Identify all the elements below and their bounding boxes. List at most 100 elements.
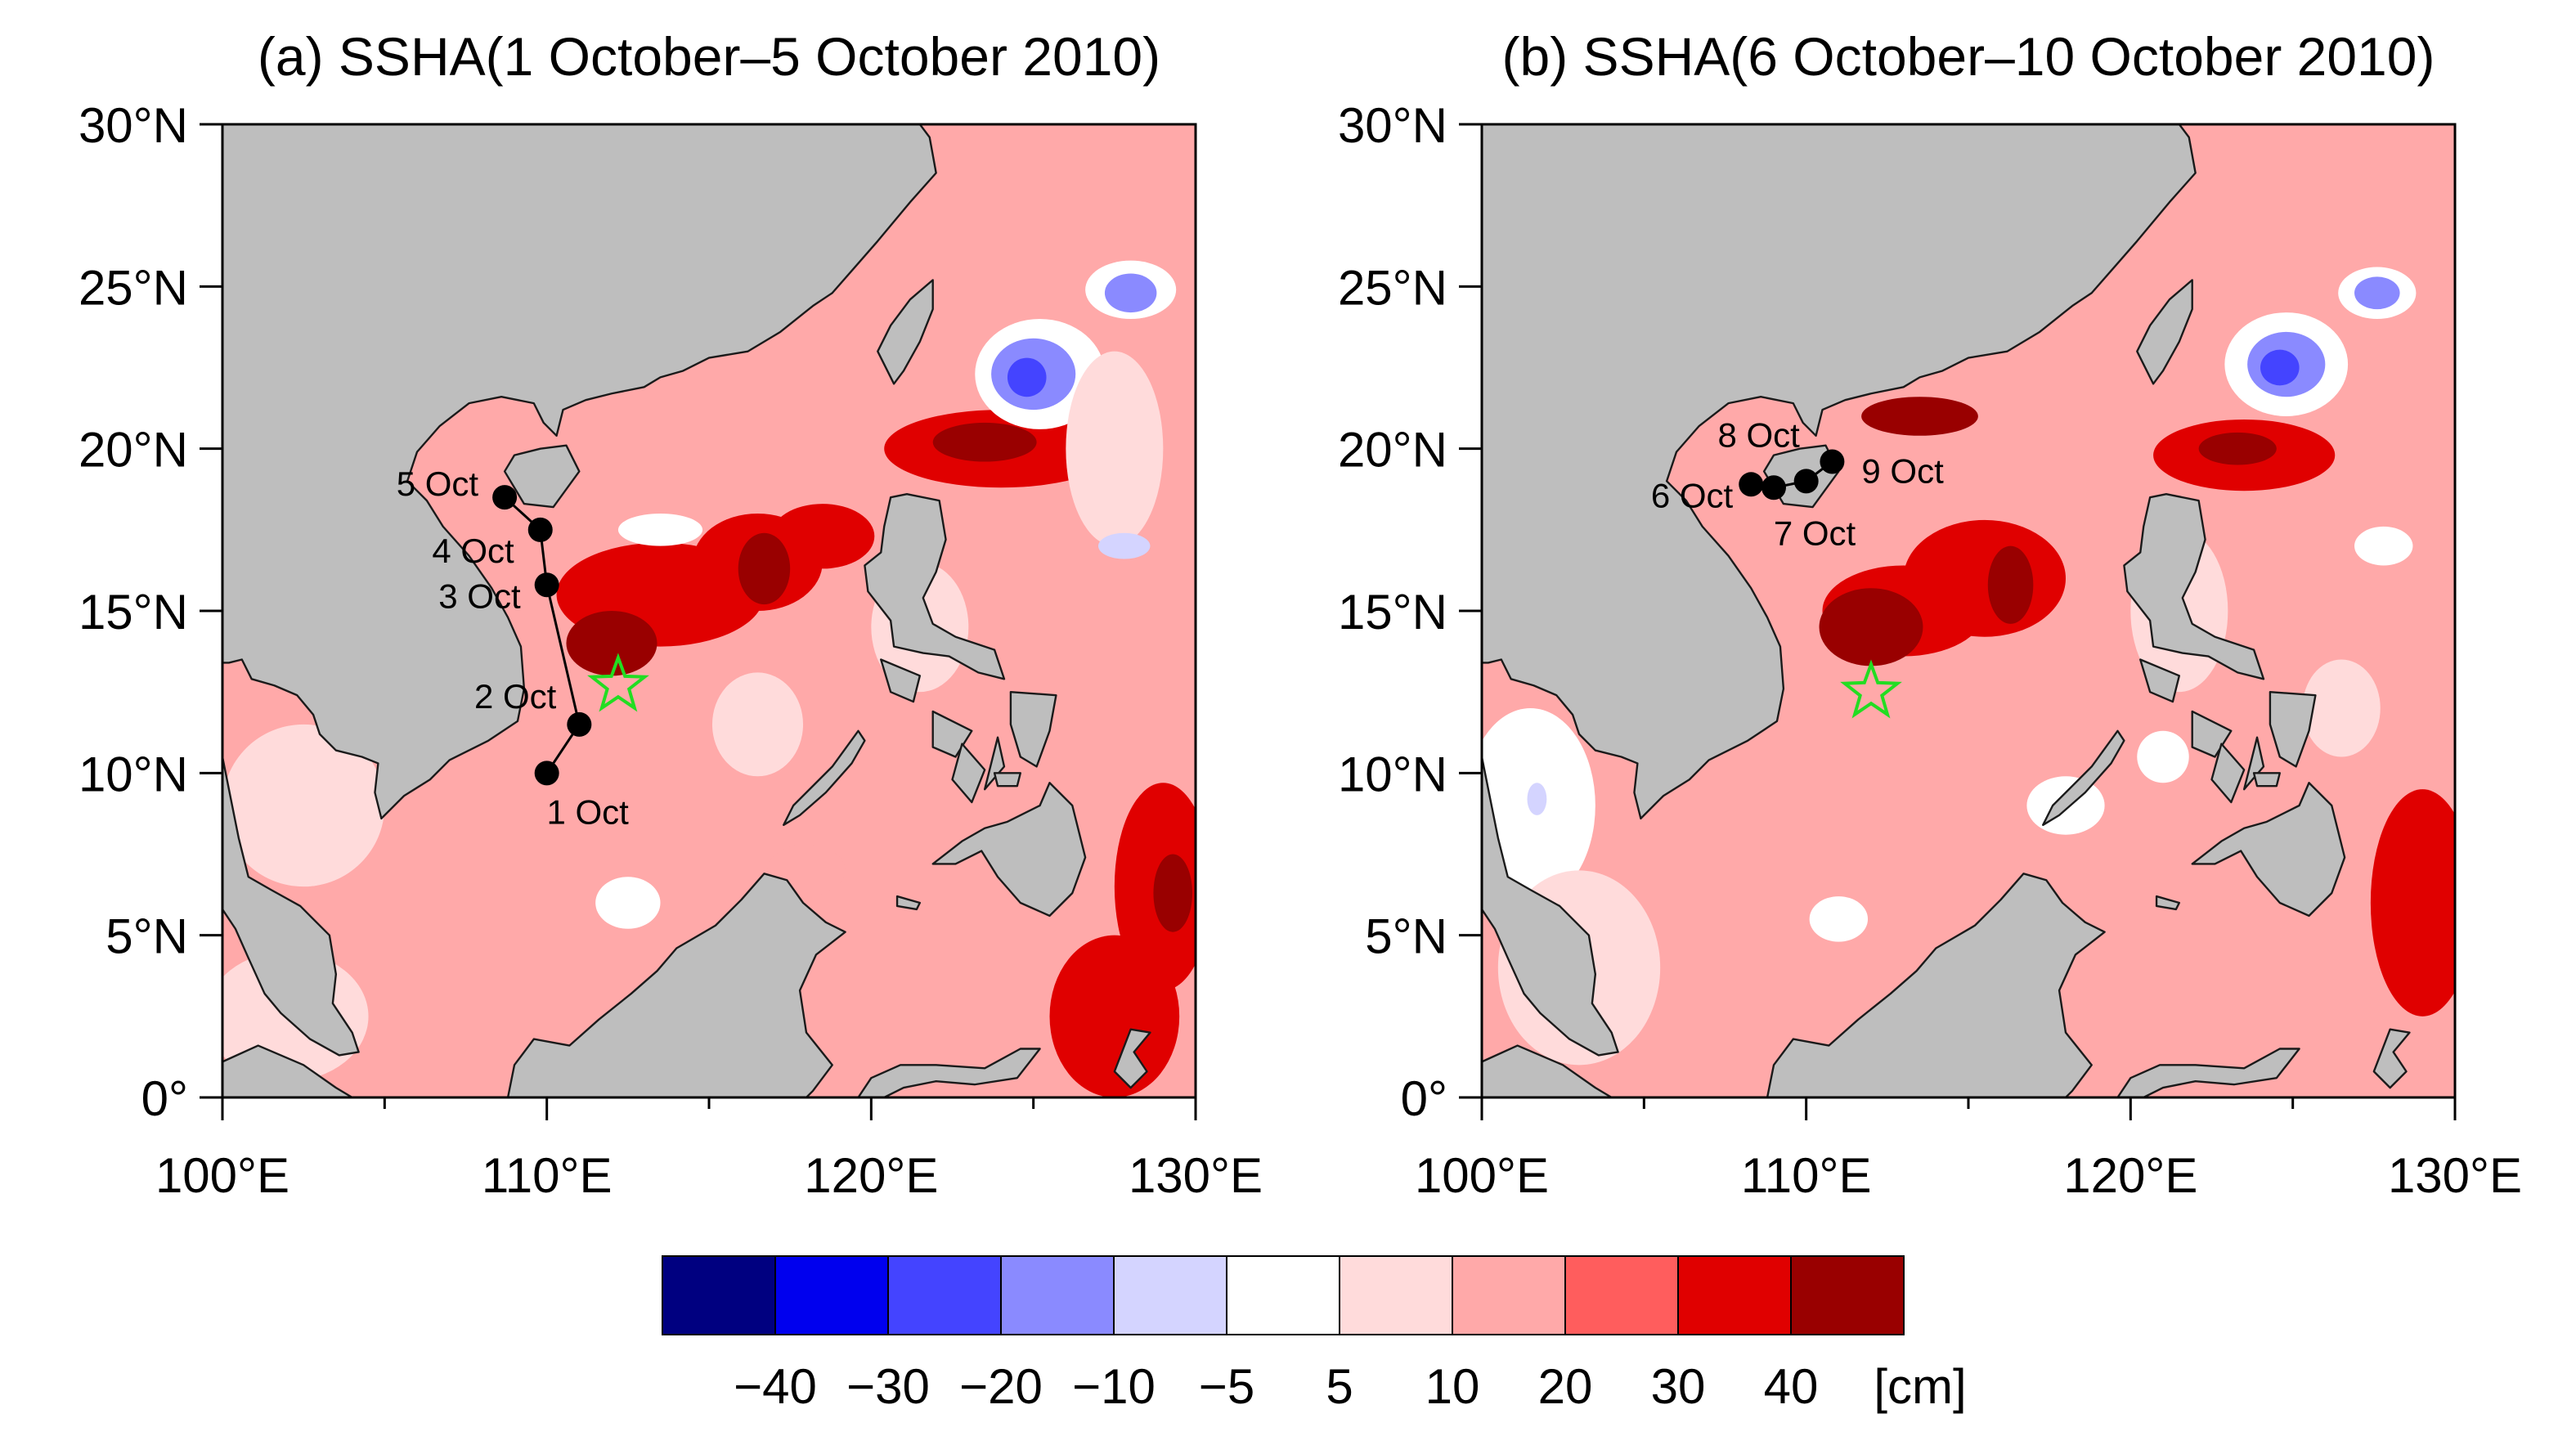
track-point bbox=[1761, 475, 1786, 500]
ssha-anomaly-cell bbox=[2302, 659, 2381, 757]
y-tick-label: 20°N bbox=[1338, 423, 1447, 478]
ssha-anomaly-cell bbox=[1903, 519, 2066, 637]
track-point bbox=[1793, 469, 1819, 494]
x-tick-label: 110°E bbox=[1741, 1148, 1872, 1203]
colorbar-level-label: −20 bbox=[959, 1359, 1043, 1414]
ssha-anomaly-cell bbox=[711, 672, 804, 777]
colorbar-swatch bbox=[1790, 1255, 1905, 1335]
colorbar-swatch bbox=[1000, 1255, 1115, 1335]
x-tick-label: 120°E bbox=[2063, 1148, 2197, 1203]
ssha-anomaly-cell bbox=[566, 611, 657, 676]
typhoon-track: 1 Oct 2 Oct 3 Oct 4 Oct 5 Oct bbox=[397, 464, 629, 831]
colorbar-level-label: 20 bbox=[1538, 1359, 1593, 1414]
track-date-label: 9 Oct bbox=[1861, 452, 1944, 491]
x-tick-label: 100°E bbox=[1415, 1148, 1549, 1203]
x-tick-label: 110°E bbox=[482, 1148, 613, 1203]
track-point bbox=[567, 711, 592, 737]
colorbar-swatch bbox=[662, 1255, 776, 1335]
colorbar-level-label: −10 bbox=[1072, 1359, 1156, 1414]
ssha-anomaly-cell bbox=[770, 504, 875, 569]
track-date-label: 7 Oct bbox=[1774, 514, 1856, 552]
x-tick-label: 100°E bbox=[155, 1148, 289, 1203]
y-tick-label: 25°N bbox=[1338, 260, 1447, 315]
colorbar-level-label: 10 bbox=[1425, 1359, 1480, 1414]
track-point bbox=[1739, 472, 1764, 497]
colorbar: −40 −30 −20 −10 −5 5 10 20 30 40 [cm] bbox=[662, 1255, 1967, 1414]
colorbar-level-label: 5 bbox=[1326, 1359, 1353, 1414]
colorbar-swatch bbox=[1226, 1255, 1340, 1335]
colorbar-swatch bbox=[1113, 1255, 1227, 1335]
x-tick-label: 130°E bbox=[1129, 1148, 1263, 1203]
y-axis: 0° 5°N 10°N 15°N 20°N 25°N 30°N bbox=[1338, 98, 1482, 1126]
y-tick-label: 15°N bbox=[1338, 585, 1447, 639]
ssha-anomaly-cell bbox=[1104, 273, 1157, 313]
colorbar-swatch bbox=[1677, 1255, 1792, 1335]
track-point bbox=[534, 761, 559, 786]
x-axis: 100°E 110°E 120°E 130°E bbox=[1415, 1097, 2522, 1203]
track-point bbox=[1820, 449, 1845, 474]
track-point bbox=[534, 572, 559, 598]
map-panel-b: (b) SSHA(6 October–10 October 2010) 6 Oct… bbox=[1338, 26, 2522, 1203]
colorbar-units: [cm] bbox=[1874, 1359, 1966, 1414]
typhoon-track: 6 Oct 7 Oct 8 Oct 9 Oct bbox=[1651, 415, 1944, 552]
y-tick-label: 25°N bbox=[79, 260, 188, 315]
y-tick-label: 0° bbox=[1401, 1071, 1447, 1126]
y-tick-label: 20°N bbox=[79, 423, 188, 478]
track-date-label: 4 Oct bbox=[432, 532, 514, 570]
colorbar-level-label: 40 bbox=[1764, 1359, 1819, 1414]
colorbar-level-label: −30 bbox=[846, 1359, 930, 1414]
y-tick-label: 10°N bbox=[1338, 747, 1447, 801]
ssha-anomaly-cell bbox=[2137, 730, 2189, 783]
colorbar-swatch bbox=[1339, 1255, 1453, 1335]
ssha-anomaly-cell bbox=[1098, 532, 1151, 559]
ssha-anomaly-cell bbox=[1987, 545, 2034, 624]
site-star-marker bbox=[1840, 659, 1902, 719]
track-point bbox=[527, 517, 553, 542]
colorbar-swatch bbox=[887, 1255, 1002, 1335]
track-date-label: 3 Oct bbox=[438, 577, 521, 615]
ssha-anomaly-cell bbox=[738, 532, 791, 605]
ssha-anomaly-cell bbox=[2354, 276, 2400, 310]
ssha-anomaly-cell bbox=[595, 877, 661, 929]
ssha-anomaly-cell bbox=[1809, 896, 1869, 942]
track-date-label: 5 Oct bbox=[397, 464, 479, 503]
panel-title: (b) SSHA(6 October–10 October 2010) bbox=[1502, 26, 2435, 87]
ssha-anomaly-cell bbox=[2260, 349, 2300, 386]
y-tick-label: 0° bbox=[141, 1071, 188, 1126]
ssha-field: 1 Oct 2 Oct 3 Oct 4 Oct 5 Oct bbox=[222, 124, 1196, 1097]
ssha-anomaly-cell bbox=[932, 422, 1037, 462]
x-axis: 100°E 110°E 120°E 130°E bbox=[155, 1097, 1263, 1203]
ssha-anomaly-cell bbox=[2198, 432, 2277, 465]
ssha-anomaly-cell bbox=[1527, 783, 1547, 815]
track-date-label: 2 Oct bbox=[474, 677, 557, 716]
colorbar-level-label: −5 bbox=[1199, 1359, 1254, 1414]
colorbar-swatch bbox=[1564, 1255, 1679, 1335]
y-tick-label: 30°N bbox=[1338, 98, 1447, 153]
x-tick-label: 120°E bbox=[804, 1148, 938, 1203]
ssha-anomaly-cell bbox=[1861, 397, 1978, 436]
track-date-label: 1 Oct bbox=[546, 792, 629, 831]
y-tick-label: 15°N bbox=[79, 585, 188, 639]
ssha-anomaly-cell bbox=[1153, 854, 1193, 932]
map-panel-a: (a) SSHA(1 October–5 October 2010) 1 Oct 2… bbox=[79, 26, 1263, 1203]
y-tick-label: 30°N bbox=[79, 98, 188, 153]
colorbar-level-label: 30 bbox=[1651, 1359, 1706, 1414]
ssha-anomaly-cell bbox=[1066, 351, 1164, 546]
ssha-anomaly-cell bbox=[1049, 935, 1180, 1097]
ssha-anomaly-cell bbox=[2370, 789, 2455, 1016]
site-star-marker bbox=[587, 653, 649, 712]
y-axis: 0° 5°N 10°N 15°N 20°N 25°N 30°N bbox=[79, 98, 222, 1126]
track-date-label: 6 Oct bbox=[1651, 476, 1734, 514]
y-tick-label: 10°N bbox=[79, 747, 188, 801]
ssha-anomaly-cell bbox=[2354, 526, 2413, 566]
track-point bbox=[492, 485, 518, 510]
ssha-field: 6 Oct 7 Oct 8 Oct 9 Oct bbox=[1482, 124, 2455, 1097]
colorbar-swatch bbox=[1452, 1255, 1566, 1335]
x-tick-label: 130°E bbox=[2388, 1148, 2522, 1203]
ssha-anomaly-cell bbox=[1819, 588, 1923, 666]
ssha-anomaly-cell bbox=[617, 514, 703, 546]
y-tick-label: 5°N bbox=[105, 909, 188, 964]
colorbar-level-label: −40 bbox=[734, 1359, 817, 1414]
panel-title: (a) SSHA(1 October–5 October 2010) bbox=[258, 26, 1160, 87]
